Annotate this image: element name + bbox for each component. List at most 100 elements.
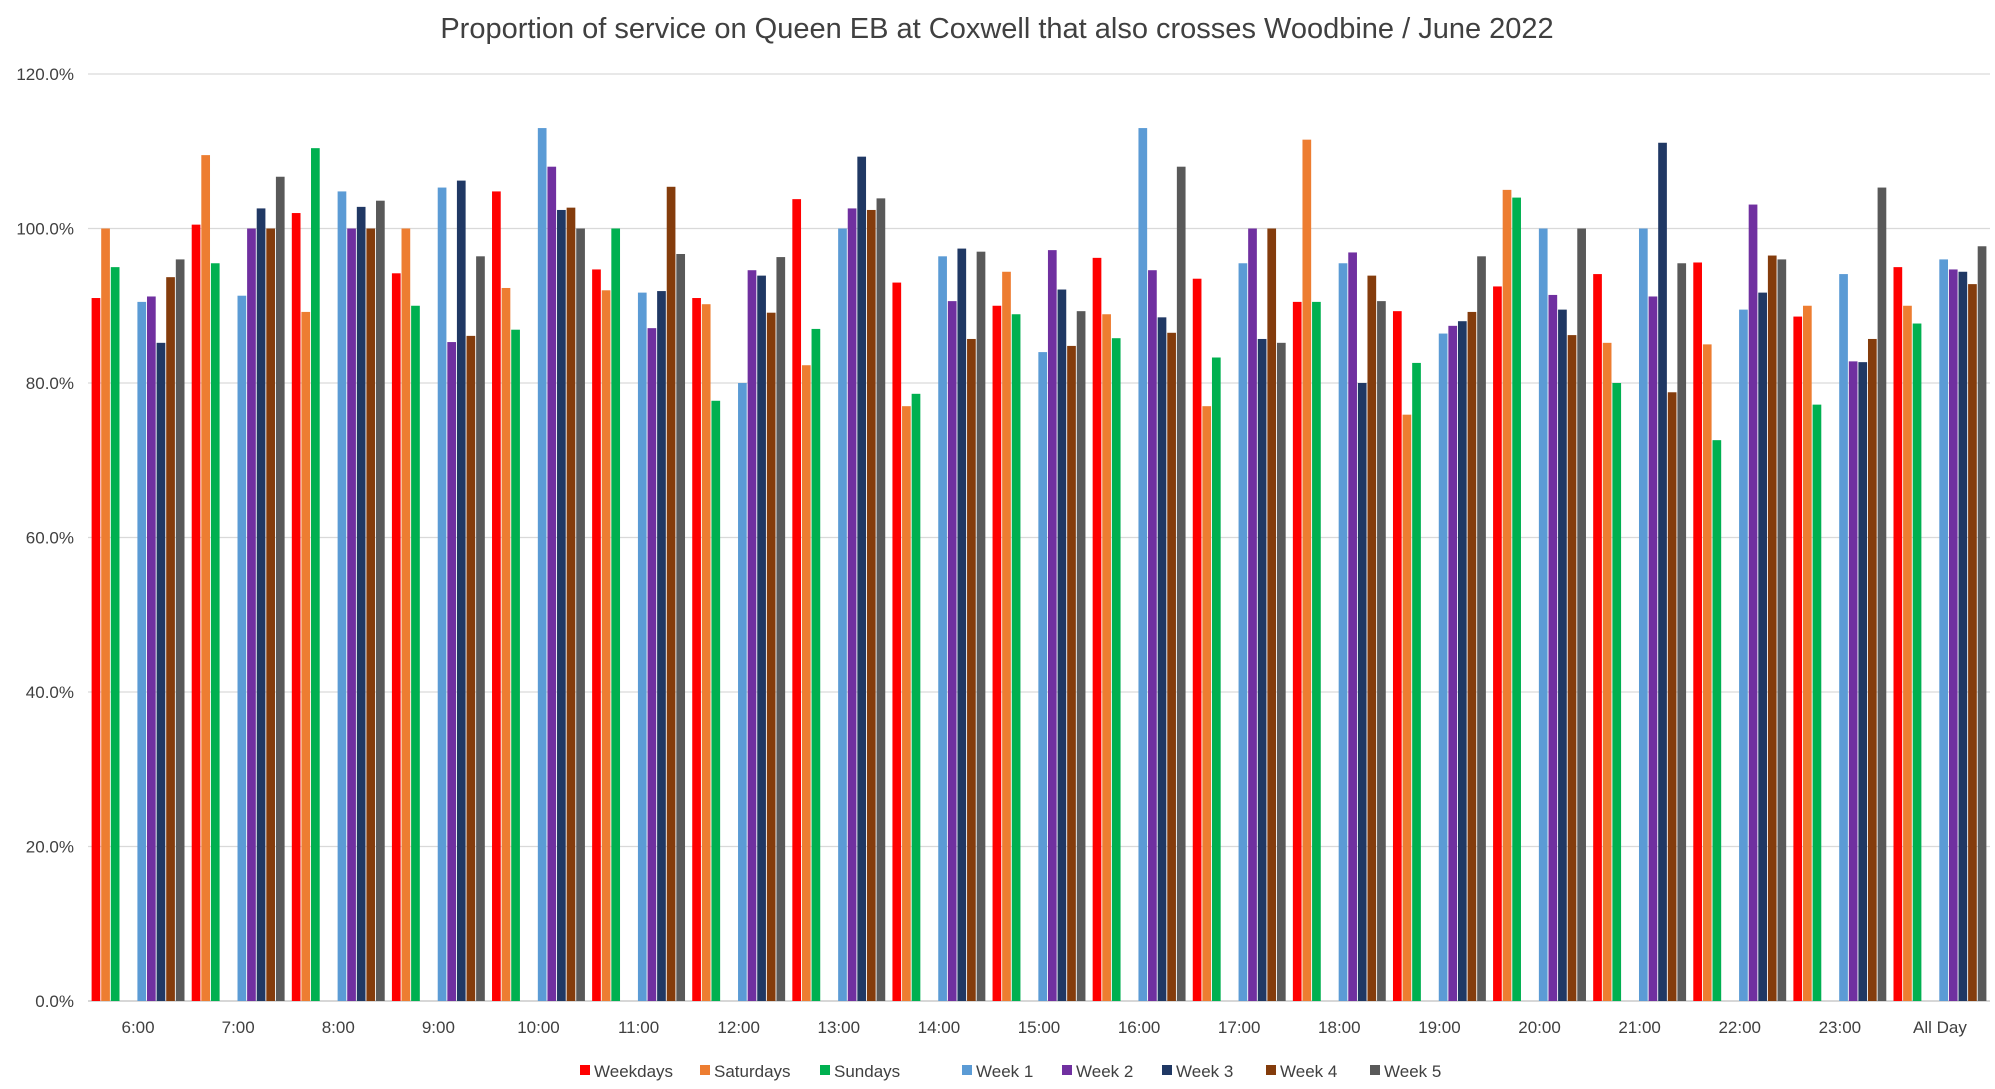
bar-week-2-10-00 [547, 166, 557, 1001]
y-tick-label: 120.0% [16, 65, 74, 84]
bar-sundays-9-00 [411, 305, 420, 1001]
bar-weekdays-11-00 [592, 269, 601, 1001]
bar-week-5-6-00 [175, 259, 185, 1001]
bar-saturdays-19-00 [1402, 414, 1412, 1001]
bar-saturdays-7-00 [201, 155, 211, 1002]
x-tick-label: 12:00 [717, 1018, 760, 1037]
bar-weekdays-16-00 [1092, 257, 1102, 1002]
bar-sundays-17-00 [1211, 357, 1221, 1001]
bar-weekdays-22-00 [1693, 262, 1702, 1001]
x-tick-label: 6:00 [122, 1018, 155, 1037]
bar-sundays-23-00 [1812, 404, 1822, 1001]
bar-saturdays-6-00 [101, 228, 110, 1001]
legend-swatch-week-5 [1370, 1065, 1380, 1075]
bar-sundays-22-00 [1712, 440, 1722, 1001]
bar-saturdays-15-00 [1002, 271, 1011, 1001]
bar-week-2-7-00 [247, 228, 256, 1001]
bar-sundays-7-00 [210, 263, 220, 1001]
bar-week-1-14-00 [938, 256, 947, 1001]
bar-week-3-20-00 [1558, 309, 1567, 1001]
bar-week-3-21-00 [1658, 142, 1667, 1001]
bar-sundays-10-00 [511, 329, 520, 1001]
bar-weekdays-15-00 [992, 305, 1002, 1001]
bar-week-4-12-00 [766, 312, 776, 1001]
bars [91, 128, 1987, 1002]
x-tick-label: 11:00 [618, 1018, 659, 1037]
x-tick-label: 22:00 [1718, 1018, 1761, 1037]
bar-week-1-19-00 [1438, 333, 1448, 1001]
bar-week-3-11-00 [657, 291, 666, 1001]
bar-sundays-20-00 [1512, 197, 1521, 1002]
legend: Weekdays Saturdays Sundays Week 1 Week 2 Week… [580, 1062, 1441, 1081]
bar-week-4-11-00 [666, 186, 676, 1001]
bar-week-1-all-day [1939, 259, 1948, 1001]
bar-weekdays-7-00 [191, 224, 201, 1001]
x-tick-label: All Day [1913, 1018, 1967, 1037]
bar-saturdays-12-00 [701, 304, 711, 1002]
bar-week-5-20-00 [1577, 228, 1586, 1001]
x-tick-label: 17:00 [1218, 1018, 1261, 1037]
bar-week-3-12-00 [757, 275, 766, 1001]
bar-week-5-14-00 [976, 251, 986, 1002]
bar-week-5-23-00 [1877, 187, 1887, 1001]
x-tick-label: 7:00 [222, 1018, 255, 1037]
bar-week-3-10-00 [557, 209, 566, 1001]
bar-sundays-19-00 [1412, 362, 1421, 1001]
x-tick-label: 20:00 [1518, 1018, 1561, 1037]
legend-label: Weekdays [594, 1062, 673, 1081]
bar-weekdays-23-00 [1793, 316, 1803, 1001]
bar-week-2-16-00 [1148, 270, 1157, 1002]
x-tick-label: 9:00 [422, 1018, 455, 1037]
bar-week-2-12-00 [747, 270, 757, 1002]
x-tick-label: 8:00 [322, 1018, 355, 1037]
bar-weekdays-19-00 [1392, 311, 1402, 1002]
bar-sundays-15-00 [1011, 314, 1021, 1001]
bar-week-4-6-00 [166, 277, 175, 1002]
bar-week-5-8-00 [376, 200, 385, 1001]
bar-week-5-11-00 [676, 253, 686, 1001]
bar-week-3-23-00 [1858, 362, 1868, 1002]
y-tick-label: 60.0% [26, 529, 74, 548]
bar-week-1-12-00 [738, 383, 747, 1001]
bar-sundays-12-00 [711, 400, 721, 1002]
x-tick-label: 23:00 [1819, 1018, 1862, 1037]
bar-weekdays-13-00 [792, 199, 802, 1001]
y-tick-label: 100.0% [16, 220, 74, 239]
bar-week-1-18-00 [1338, 263, 1348, 1001]
bar-week-3-15-00 [1057, 289, 1067, 1002]
bar-week-2-13-00 [847, 208, 857, 1002]
bar-weekdays-9-00 [391, 273, 401, 1001]
bar-week-5-all-day [1977, 246, 1987, 1001]
y-tick-label: 20.0% [26, 838, 74, 857]
bar-week-1-13-00 [838, 228, 847, 1001]
y-axis-ticks: 0.0% 20.0% 40.0% 60.0% 80.0% 100.0% 120.0% [16, 65, 74, 1011]
x-tick-label: 19:00 [1418, 1018, 1461, 1037]
bar-week-5-21-00 [1677, 263, 1687, 1001]
bar-week-3-14-00 [957, 248, 967, 1001]
bar-week-4-7-00 [266, 228, 276, 1001]
bar-week-5-10-00 [576, 228, 585, 1001]
bar-week-5-18-00 [1377, 301, 1386, 1001]
bar-saturdays-all-day [1903, 305, 1912, 1001]
legend-label: Week 3 [1176, 1062, 1233, 1081]
bar-sundays-11-00 [611, 228, 621, 1001]
bar-sundays-all-day [1912, 323, 1922, 1002]
bar-week-3-18-00 [1357, 383, 1367, 1001]
bar-weekdays-17-00 [1192, 278, 1202, 1001]
legend-label: Sundays [834, 1062, 900, 1081]
bar-week-2-9-00 [447, 342, 457, 1001]
legend-label: Week 1 [976, 1062, 1033, 1081]
bar-week-2-22-00 [1748, 204, 1758, 1002]
bar-saturdays-14-00 [902, 406, 911, 1001]
bar-week-1-17-00 [1238, 263, 1248, 1001]
bar-week-2-14-00 [947, 301, 957, 1001]
bar-sundays-6-00 [110, 267, 120, 1001]
legend-label: Saturdays [714, 1062, 791, 1081]
bar-weekdays-12-00 [692, 298, 701, 1001]
bar-week-4-9-00 [466, 335, 476, 1001]
bar-weekdays-14-00 [892, 282, 902, 1001]
bar-sundays-16-00 [1111, 338, 1121, 1001]
bar-week-1-23-00 [1839, 274, 1848, 1001]
bar-saturdays-11-00 [601, 290, 611, 1001]
